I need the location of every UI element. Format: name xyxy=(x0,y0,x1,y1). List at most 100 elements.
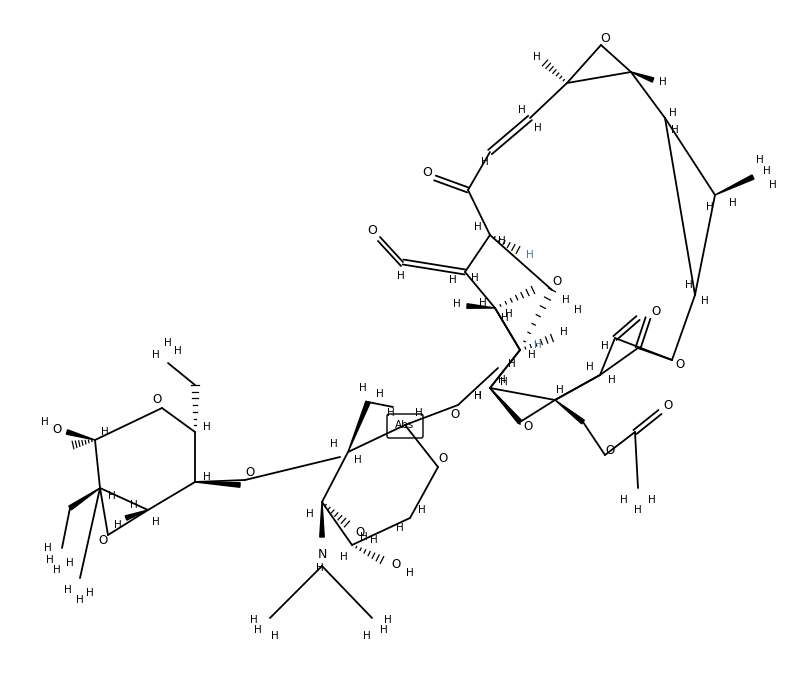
Text: O: O xyxy=(552,276,561,288)
Text: H: H xyxy=(647,495,655,505)
Text: O: O xyxy=(422,165,431,179)
Polygon shape xyxy=(489,388,521,424)
Text: H: H xyxy=(396,523,403,533)
Text: H: H xyxy=(525,250,533,260)
Text: H: H xyxy=(152,350,160,360)
Text: H: H xyxy=(671,125,678,135)
Polygon shape xyxy=(630,72,653,82)
Polygon shape xyxy=(125,510,148,520)
Text: O: O xyxy=(650,306,660,318)
Text: O: O xyxy=(605,443,613,456)
Text: H: H xyxy=(533,340,541,350)
Text: H: H xyxy=(634,505,641,515)
Text: H: H xyxy=(658,77,666,87)
Text: H: H xyxy=(474,391,481,401)
Text: H: H xyxy=(474,222,481,232)
Text: H: H xyxy=(64,585,71,595)
Text: H: H xyxy=(164,338,172,348)
Text: O: O xyxy=(391,558,400,572)
Text: H: H xyxy=(474,391,481,401)
Text: O: O xyxy=(662,399,672,413)
Text: H: H xyxy=(755,155,763,165)
Polygon shape xyxy=(467,304,495,309)
Text: H: H xyxy=(108,491,116,501)
Text: O: O xyxy=(599,31,609,45)
Text: H: H xyxy=(174,346,181,356)
Text: H: H xyxy=(369,535,377,545)
Text: H: H xyxy=(353,455,361,465)
Text: H: H xyxy=(471,273,479,283)
Text: O: O xyxy=(98,535,108,547)
Text: H: H xyxy=(114,520,122,530)
Text: O: O xyxy=(675,359,684,371)
Polygon shape xyxy=(67,430,95,440)
Text: H: H xyxy=(500,313,508,323)
Text: O: O xyxy=(355,526,365,538)
Text: H: H xyxy=(528,350,536,360)
FancyBboxPatch shape xyxy=(386,414,422,438)
Text: H: H xyxy=(53,565,61,575)
Text: H: H xyxy=(619,495,627,505)
Text: H: H xyxy=(41,417,49,427)
Text: O: O xyxy=(153,394,161,406)
Text: H: H xyxy=(668,108,676,118)
Text: H: H xyxy=(330,439,337,449)
Text: H: H xyxy=(380,625,387,635)
Text: H: H xyxy=(340,552,348,562)
Text: H: H xyxy=(607,375,615,385)
Text: N: N xyxy=(317,549,326,561)
Text: H: H xyxy=(561,295,569,305)
Text: O: O xyxy=(245,466,255,479)
Text: H: H xyxy=(573,305,581,315)
Text: H: H xyxy=(44,543,52,553)
Text: H: H xyxy=(384,615,391,625)
Text: H: H xyxy=(306,509,313,519)
Text: H: H xyxy=(418,505,426,515)
Polygon shape xyxy=(554,400,584,424)
Text: H: H xyxy=(507,359,516,369)
Text: H: H xyxy=(532,52,540,62)
Text: H: H xyxy=(76,595,84,605)
Text: O: O xyxy=(438,452,447,466)
Text: O: O xyxy=(523,420,532,433)
Text: H: H xyxy=(533,123,541,133)
Polygon shape xyxy=(69,488,100,510)
Text: H: H xyxy=(360,532,368,542)
Text: H: H xyxy=(397,271,405,281)
Text: H: H xyxy=(271,631,279,641)
Polygon shape xyxy=(348,401,369,452)
Text: H: H xyxy=(517,105,525,115)
Text: H: H xyxy=(86,588,94,598)
Text: H: H xyxy=(363,631,370,641)
Text: H: H xyxy=(768,180,776,190)
Text: H: H xyxy=(480,157,488,167)
Text: H: H xyxy=(700,296,708,306)
Text: H: H xyxy=(101,427,108,437)
Text: H: H xyxy=(359,383,366,393)
Text: Abs: Abs xyxy=(395,420,414,430)
Text: H: H xyxy=(498,375,505,385)
Text: O: O xyxy=(367,225,377,237)
Text: H: H xyxy=(386,408,394,418)
Polygon shape xyxy=(714,175,753,195)
Text: H: H xyxy=(453,299,460,309)
Text: H: H xyxy=(203,472,210,482)
Text: H: H xyxy=(504,309,512,319)
Text: H: H xyxy=(376,389,383,399)
Text: H: H xyxy=(250,615,258,625)
Text: H: H xyxy=(406,568,414,578)
Text: H: H xyxy=(449,275,456,285)
Polygon shape xyxy=(195,482,240,487)
Text: O: O xyxy=(52,424,62,436)
Text: H: H xyxy=(479,298,487,308)
Text: H: H xyxy=(556,385,563,395)
Text: H: H xyxy=(203,422,210,432)
Text: O: O xyxy=(450,408,459,422)
Text: H: H xyxy=(601,341,608,351)
Text: H: H xyxy=(684,280,692,290)
Text: H: H xyxy=(152,517,160,527)
Text: H: H xyxy=(762,166,770,176)
Text: H: H xyxy=(254,625,262,635)
Text: H: H xyxy=(66,558,74,568)
Polygon shape xyxy=(320,502,324,537)
